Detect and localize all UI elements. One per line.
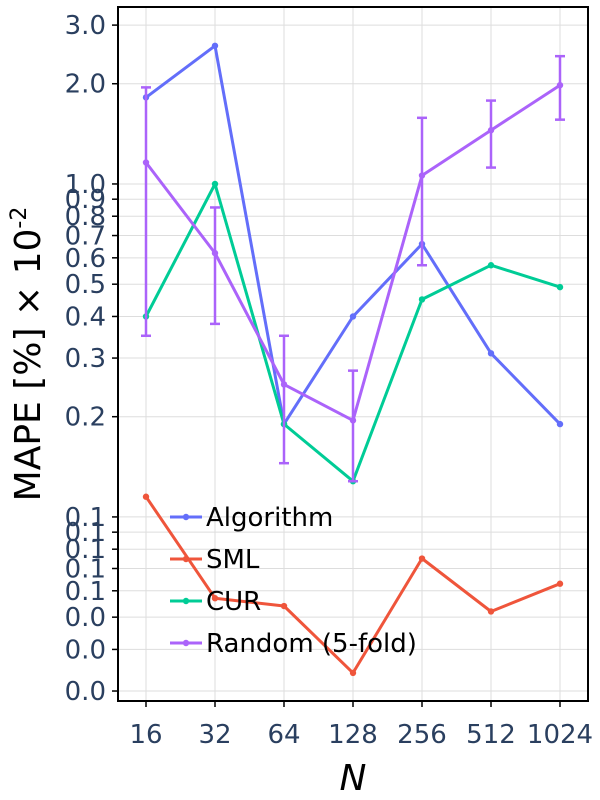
data-point (280, 602, 288, 610)
legend-label: SML (206, 545, 260, 575)
y-tick-label: 0.6 (65, 244, 106, 274)
data-point (487, 608, 495, 615)
y-tick-label: 0.3 (65, 344, 106, 374)
data-point (211, 249, 219, 257)
y-tick-label: 0.0 (65, 635, 106, 665)
series-layer (141, 42, 565, 677)
data-point (487, 127, 495, 134)
data-point (211, 42, 219, 49)
y-tick-label: 1.0 (65, 170, 106, 200)
legend-label: Algorithm (206, 503, 333, 533)
legend-marker (182, 597, 190, 605)
legend-marker (182, 513, 190, 521)
data-point (349, 313, 357, 320)
data-point (556, 283, 564, 291)
y-tick-label: 0.1 (65, 535, 106, 565)
y-tick-label: 0.1 (65, 555, 106, 585)
y-tick-label: 0.1 (65, 518, 106, 548)
legend-item-random-5-fold: Random (5-fold) (170, 629, 417, 659)
x-axis-title: N (340, 758, 367, 799)
legend-label: Random (5-fold) (206, 629, 417, 659)
x-tick-label: 256 (397, 720, 447, 750)
data-point (556, 580, 564, 587)
x-tick-label: 128 (328, 720, 378, 750)
y-tick-label: 0.8 (65, 202, 106, 232)
x-tick-label: 64 (267, 720, 300, 750)
legend-label: CUR (206, 587, 261, 617)
svg-text:MAPE [%] × 10-2: MAPE [%] × 10-2 (7, 207, 49, 502)
series-random-5-fold (141, 54, 565, 483)
y-tick-label: 0.1 (65, 503, 106, 533)
legend: Algorithm SML CUR Random (5-fold) (170, 503, 417, 659)
legend-item-sml: SML (170, 545, 260, 575)
data-point (142, 159, 150, 166)
data-point (349, 417, 357, 424)
legend-marker (182, 639, 190, 647)
data-point (349, 669, 357, 677)
x-tick-label: 16 (129, 720, 162, 750)
data-point (211, 180, 219, 188)
y-axis-title-group: MAPE [%] × 10-2 (7, 207, 49, 502)
y-tick-label: 0.4 (65, 302, 106, 332)
y-tick-label: 0.0 (65, 603, 106, 633)
y-axis-title: MAPE [%] × 10 (8, 229, 49, 502)
data-point (487, 262, 495, 269)
legend-marker (182, 555, 190, 563)
y-tick-label: 0.9 (65, 185, 106, 215)
y-tick-label: 0.1 (65, 577, 106, 607)
data-point (211, 595, 219, 602)
data-point (487, 350, 495, 357)
data-point (556, 420, 564, 428)
data-point (556, 81, 564, 89)
y-tick-label: 2.0 (65, 70, 106, 100)
legend-item-cur: CUR (170, 587, 261, 617)
y-tick-label: 0.0 (65, 677, 106, 707)
y-tick-label: 0.7 (65, 222, 106, 252)
x-tick-label: 1024 (527, 720, 593, 750)
legend-item-algorithm: Algorithm (170, 503, 333, 533)
y-tick-label: 3.0 (65, 11, 106, 41)
data-point (418, 555, 426, 562)
data-point (418, 296, 426, 303)
data-point (280, 381, 288, 388)
x-axis: 16 32 64 128 256 512 1024 (129, 701, 593, 750)
x-tick-label: 32 (198, 720, 231, 750)
y-axis-title-exponent: -2 (7, 207, 32, 229)
series-sml (142, 493, 564, 677)
y-tick-label: 0.2 (65, 403, 106, 433)
y-tick-label: 0.5 (65, 270, 106, 300)
x-tick-label: 512 (466, 720, 516, 750)
data-point (418, 172, 426, 179)
y-axis: 0.00.00.00.10.10.10.10.10.20.30.40.50.60… (65, 11, 118, 707)
data-point (142, 493, 150, 500)
